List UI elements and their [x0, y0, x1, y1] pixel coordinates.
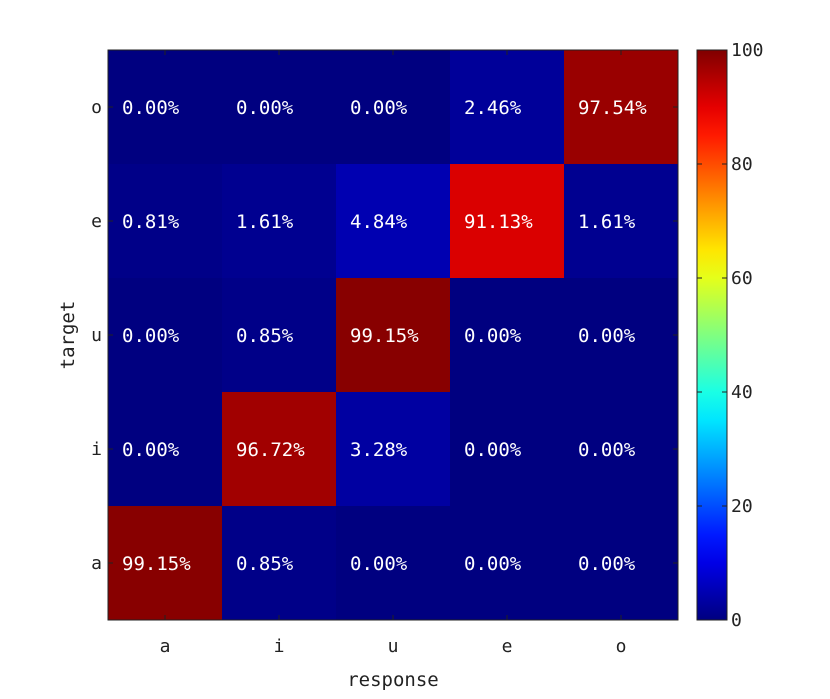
- heatmap-cell-i-i: [222, 392, 336, 506]
- cell-value-label-u-u: 99.15%: [350, 325, 419, 347]
- cell-value-label-o-e: 2.46%: [464, 97, 522, 119]
- heatmap-cell-e-u: [336, 164, 450, 278]
- cell-value-label-o-i: 0.00%: [236, 97, 294, 119]
- heatmap-cell-o-u: [336, 50, 450, 164]
- cell-value-label-a-e: 0.00%: [464, 553, 522, 575]
- heatmap-cell-o-o: [564, 50, 678, 164]
- cell-value-label-e-e: 91.13%: [464, 211, 533, 233]
- colorbar-tick-label-0: 0: [731, 610, 742, 631]
- cell-value-label-o-o: 97.54%: [578, 97, 647, 119]
- x-tick-label-e: e: [502, 636, 513, 657]
- colorbar-tick-label-80: 80: [731, 154, 753, 175]
- heatmap-cell-e-o: [564, 164, 678, 278]
- heatmap-cell-e-i: [222, 164, 336, 278]
- cell-value-label-u-o: 0.00%: [578, 325, 636, 347]
- y-tick-label-e: e: [91, 211, 102, 232]
- cell-value-label-a-a: 99.15%: [122, 553, 191, 575]
- cell-value-label-i-u: 3.28%: [350, 439, 408, 461]
- heatmap-cell-o-a: [108, 50, 222, 164]
- heatmap-cell-a-a: [108, 506, 222, 620]
- y-tick-label-i: i: [91, 439, 102, 460]
- cell-value-label-i-i: 96.72%: [236, 439, 305, 461]
- cell-value-label-o-u: 0.00%: [350, 97, 408, 119]
- colorbar-tick-label-20: 20: [731, 496, 753, 517]
- colorbar-tick-label-60: 60: [731, 268, 753, 289]
- cell-value-label-i-e: 0.00%: [464, 439, 522, 461]
- heatmap-cell-i-o: [564, 392, 678, 506]
- y-tick-label-o: o: [91, 97, 102, 118]
- heatmap-cell-i-e: [450, 392, 564, 506]
- x-tick-label-u: u: [388, 636, 399, 657]
- heatmap-cell-labels: 0.00% 0.00% 0.00% 2.46% 97.54% 0.81% 1.61% 4.84…: [122, 97, 647, 575]
- cell-value-label-o-a: 0.00%: [122, 97, 180, 119]
- cell-value-label-u-i: 0.85%: [236, 325, 294, 347]
- heatmap-cell-u-u: [336, 278, 450, 392]
- heatmap-cell-a-i: [222, 506, 336, 620]
- heatmap-cell-u-e: [450, 278, 564, 392]
- y-tick-label-u: u: [91, 325, 102, 346]
- heatmap-cell-u-o: [564, 278, 678, 392]
- cell-value-label-u-e: 0.00%: [464, 325, 522, 347]
- cell-value-label-u-a: 0.00%: [122, 325, 180, 347]
- heatmap-cell-i-a: [108, 392, 222, 506]
- heatmap-cell-o-e: [450, 50, 564, 164]
- heatmap-cell-i-u: [336, 392, 450, 506]
- heatmap-cell-a-e: [450, 506, 564, 620]
- cell-value-label-a-o: 0.00%: [578, 553, 636, 575]
- x-tick-label-a: a: [160, 636, 171, 657]
- heatmap-cell-o-i: [222, 50, 336, 164]
- cell-value-label-e-u: 4.84%: [350, 211, 408, 233]
- cell-value-label-a-u: 0.00%: [350, 553, 408, 575]
- cell-value-label-i-a: 0.00%: [122, 439, 180, 461]
- heatmap-cell-u-a: [108, 278, 222, 392]
- colorbar: 0 20 40 60 80 100: [696, 40, 764, 631]
- heatmap-cell-e-a: [108, 164, 222, 278]
- x-axis-label: response: [347, 669, 439, 691]
- heatmap-cell-u-i: [222, 278, 336, 392]
- heatmap-cells: [108, 50, 678, 620]
- heatmap-cell-e-e: [450, 164, 564, 278]
- colorbar-tick-label-40: 40: [731, 382, 753, 403]
- cell-value-label-i-o: 0.00%: [578, 439, 636, 461]
- x-tick-label-o: o: [616, 636, 627, 657]
- axes: a i u e o a i u e o response target: [57, 49, 679, 691]
- y-tick-label-a: a: [91, 553, 102, 574]
- cell-value-label-e-o: 1.61%: [578, 211, 636, 233]
- cell-value-label-a-i: 0.85%: [236, 553, 294, 575]
- heatmap-cell-a-o: [564, 506, 678, 620]
- heatmap-cell-a-u: [336, 506, 450, 620]
- cell-value-label-e-i: 1.61%: [236, 211, 294, 233]
- x-tick-label-i: i: [274, 636, 285, 657]
- cell-value-label-e-a: 0.81%: [122, 211, 180, 233]
- colorbar-tick-label-100: 100: [731, 40, 764, 61]
- colorbar-gradient: [696, 49, 728, 621]
- y-axis-label: target: [57, 301, 79, 370]
